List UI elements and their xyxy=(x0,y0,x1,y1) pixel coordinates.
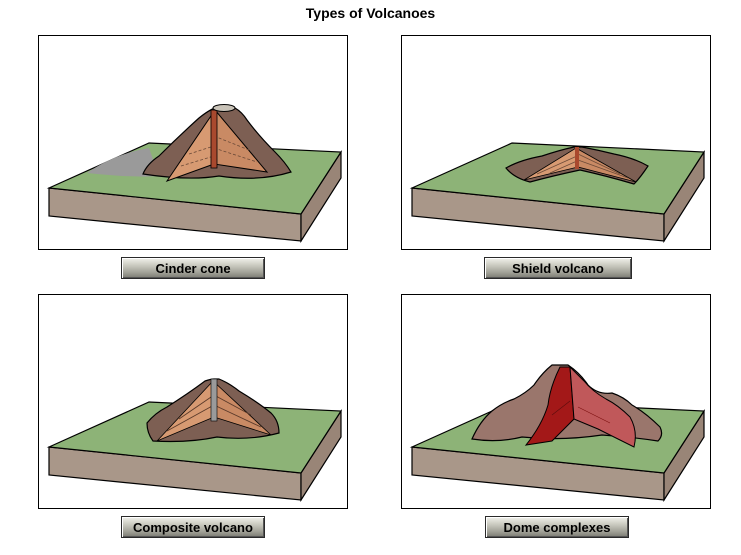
composite-volcano-illustration xyxy=(46,378,343,503)
shield-volcano-panel xyxy=(401,35,711,250)
cinder-cone-illustration xyxy=(46,104,343,244)
cinder-cone-button[interactable]: Cinder cone xyxy=(121,257,265,279)
dome-complexes-illustration xyxy=(409,364,706,503)
page-title: Types of Volcanoes xyxy=(305,5,436,21)
shield-volcano-illustration xyxy=(409,142,706,244)
dome-complexes-button[interactable]: Dome complexes xyxy=(485,516,629,538)
shield-volcano-button[interactable]: Shield volcano xyxy=(484,257,632,279)
composite-volcano-panel xyxy=(38,294,348,509)
cinder-cone-panel xyxy=(38,35,348,250)
dome-complexes-panel xyxy=(401,294,711,509)
composite-volcano-button[interactable]: Composite volcano xyxy=(121,516,265,538)
